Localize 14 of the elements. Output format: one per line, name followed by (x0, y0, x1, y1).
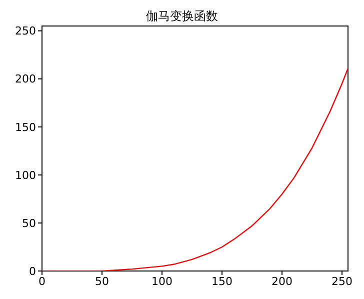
chart-title: 伽马变换函数 (145, 8, 219, 24)
x-tick-label: 100 (152, 274, 172, 288)
line-series (42, 68, 348, 271)
y-tick-label: 150 (15, 120, 36, 134)
x-tick-label: 50 (95, 274, 109, 288)
x-tick-label: 250 (332, 274, 352, 288)
x-tick-label: 0 (38, 274, 46, 288)
y-tick-label: 100 (15, 168, 36, 182)
y-tick-label: 250 (15, 24, 36, 38)
x-tick-label: 150 (212, 274, 232, 288)
y-tick-label: 50 (22, 216, 36, 230)
x-tick-label: 200 (272, 274, 292, 288)
y-tick-label: 200 (15, 72, 36, 86)
y-tick-label: 0 (29, 264, 36, 278)
